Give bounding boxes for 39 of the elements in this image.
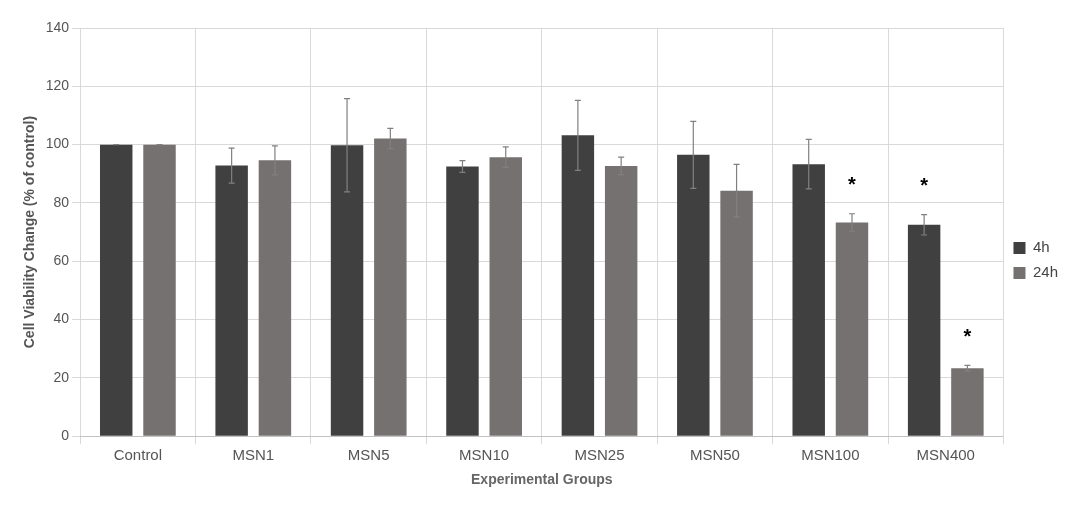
y-tick-label: 120 <box>45 77 70 94</box>
x-tick-label: Control <box>113 446 163 464</box>
bar <box>215 165 248 436</box>
y-tick-label: 60 <box>53 252 70 269</box>
x-tick-label: MSN1 <box>232 446 275 464</box>
x-tick-label: MSN100 <box>801 446 860 464</box>
bar <box>374 138 407 436</box>
x-axis-title: Experimental Groups <box>471 471 613 488</box>
bar <box>100 144 133 436</box>
bar <box>330 145 364 436</box>
y-tick-label: 140 <box>45 18 70 35</box>
bar <box>677 154 710 436</box>
y-axis-title: Cell Viability Change (% of control) <box>21 115 38 349</box>
bar <box>446 166 479 436</box>
bar <box>143 144 176 436</box>
x-tick-label: MSN5 <box>347 446 390 464</box>
bar <box>792 164 825 436</box>
data-label: * <box>848 173 857 196</box>
bar <box>489 157 522 436</box>
bar <box>604 165 638 436</box>
bar <box>561 135 595 436</box>
x-tick-label: MSN25 <box>574 446 625 464</box>
x-tick-label: MSN50 <box>689 446 740 464</box>
bar <box>720 190 753 436</box>
legend-label: 24h <box>1032 263 1058 281</box>
y-tick-label: 20 <box>53 368 70 385</box>
y-tick-label: 100 <box>45 135 70 152</box>
bar <box>951 368 984 436</box>
x-tick-label: MSN400 <box>916 446 975 464</box>
y-tick-label: 80 <box>53 193 70 210</box>
x-tick-label: MSN10 <box>459 446 510 464</box>
legend-label: 4h <box>1032 238 1050 256</box>
y-tick-label: 40 <box>53 310 70 327</box>
bar <box>835 222 869 436</box>
data-label: * <box>920 174 929 197</box>
bar <box>258 160 292 436</box>
data-label: * <box>963 324 972 347</box>
y-tick-label: 0 <box>61 427 70 444</box>
bar <box>907 224 941 436</box>
